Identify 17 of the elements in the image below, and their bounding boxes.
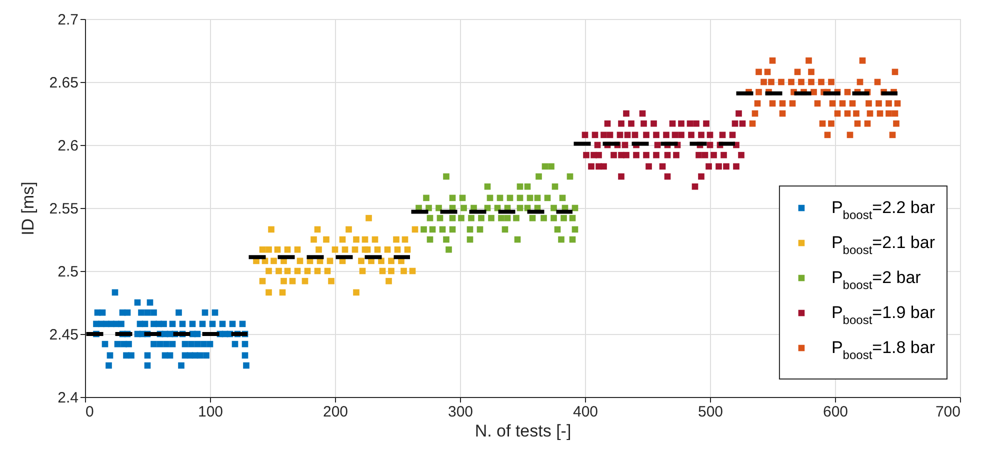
x-tick-label: 200 [322,404,348,420]
x-axis-title: N. of tests [-] [474,422,572,440]
x-tick-label: 600 [822,404,848,420]
y-tick-label: 2.6 [58,138,78,154]
x-tick-label: 700 [935,404,960,420]
y-tick-label: 2.7 [58,12,78,28]
x-tick-label: 0 [86,404,94,420]
x-tick-label: 100 [198,404,224,420]
x-tick-label: 400 [572,404,598,420]
x-tick-label: 300 [448,404,474,420]
y-tick-label: 2.55 [49,200,78,218]
y-tick-label: 2.4 [58,390,78,406]
x-tick-label: 500 [698,404,724,420]
y-tick-label: 2.65 [49,74,78,92]
y-axis-title: ID [ms] [18,182,38,236]
y-tick-label: 2.5 [58,264,78,280]
y-tick-label: 2.45 [49,326,78,344]
